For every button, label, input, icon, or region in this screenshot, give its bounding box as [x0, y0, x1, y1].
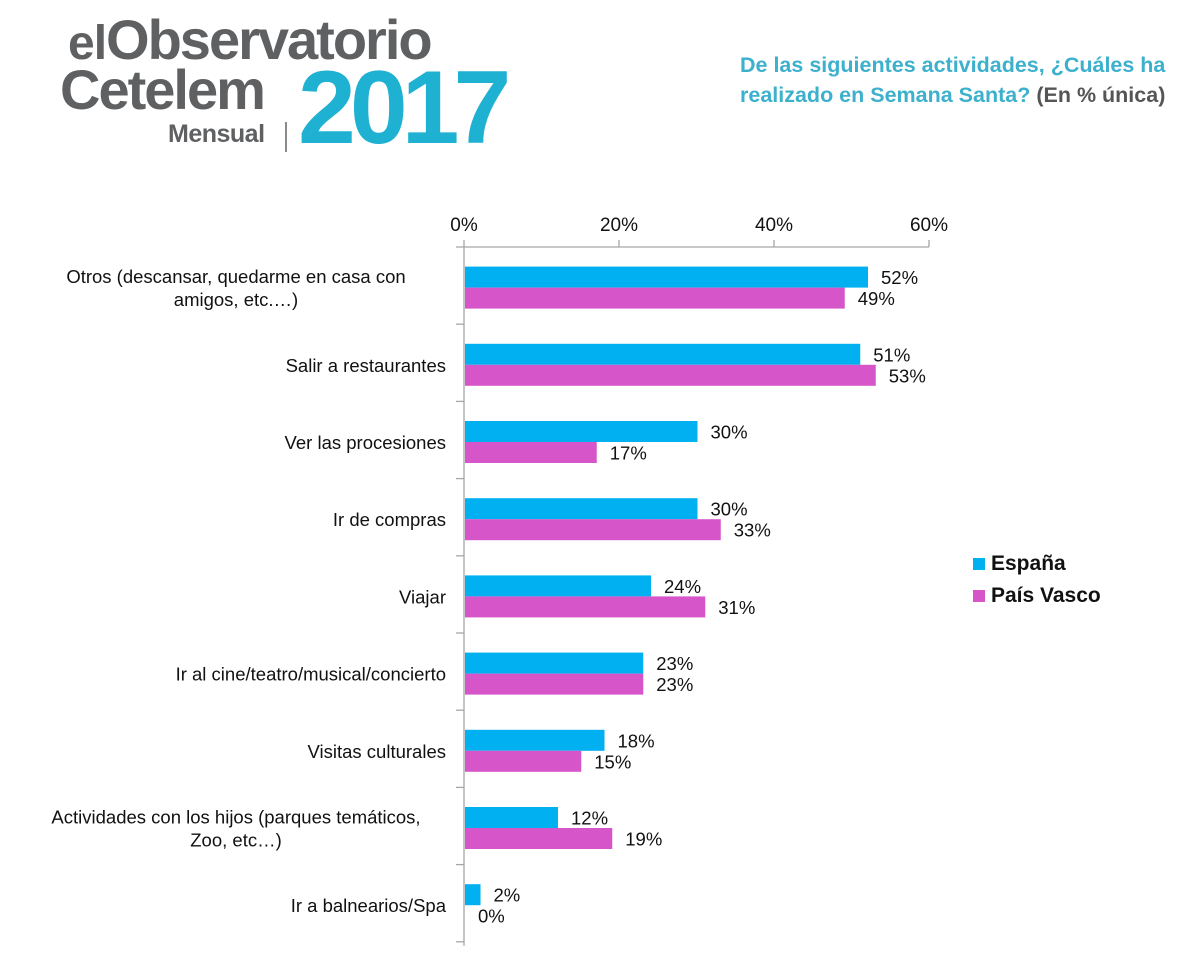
data-label-espana: 51%: [873, 344, 910, 365]
chart-title: De las siguientes actividades, ¿Cuáles h…: [740, 50, 1180, 110]
legend-item-pais-vasco: País Vasco: [973, 580, 1101, 612]
logo-cetelem: Cetelem: [60, 58, 266, 121]
bar-pais-vasco: [465, 673, 644, 695]
category-label: Otros (descansar, quedarme en casa con: [66, 266, 405, 287]
bar-pais-vasco: [465, 828, 613, 849]
legend: España País Vasco: [973, 548, 1101, 612]
data-label-espana: 52%: [881, 267, 918, 288]
data-label-pais-vasco: 49%: [858, 288, 895, 309]
x-tick-label: 0%: [450, 215, 478, 236]
data-label-pais-vasco: 15%: [594, 751, 631, 772]
category-label: Ver las procesiones: [285, 432, 446, 453]
logo-year: 2017: [298, 50, 511, 166]
logo-line-1: elObservatorio: [68, 8, 433, 74]
data-label-espana: 23%: [656, 653, 693, 674]
bar-espana: [465, 266, 868, 288]
data-label-pais-vasco: 0%: [478, 906, 505, 927]
bar-espana: [465, 884, 481, 906]
bar-espana: [465, 652, 644, 674]
bar-espana: [465, 421, 698, 442]
data-label-espana: 18%: [618, 730, 655, 751]
category-label: Actividades con los hijos (parques temát…: [51, 807, 420, 828]
category-label: Ir al cine/teatro/musical/concierto: [176, 664, 446, 685]
bar-pais-vasco: [465, 442, 597, 463]
bar-espana: [465, 729, 605, 751]
data-label-pais-vasco: 23%: [656, 674, 693, 695]
bar-espana: [465, 498, 698, 520]
data-label-espana: 12%: [571, 808, 608, 829]
cetelem-logo: elObservatorio Cetelem 2017 Mensual: [60, 8, 520, 166]
question-unit: (En % única): [1036, 83, 1166, 107]
x-tick-label: 60%: [910, 215, 948, 236]
x-tick-label: 20%: [600, 215, 638, 236]
logo-mensual: Mensual: [168, 120, 265, 148]
legend-swatch-espana: [973, 558, 985, 570]
data-label-pais-vasco: 31%: [718, 597, 755, 618]
category-label: Salir a restaurantes: [286, 355, 446, 376]
bar-pais-vasco: [465, 364, 876, 386]
bar-pais-vasco: [465, 287, 845, 309]
logo-observatorio: Observatorio: [106, 8, 433, 71]
data-label-espana: 24%: [664, 576, 701, 597]
category-label: Viajar: [399, 586, 446, 607]
question-text: De las siguientes actividades, ¿Cuáles h…: [740, 53, 1166, 107]
logo-separator: [285, 122, 287, 152]
bar-pais-vasco: [465, 519, 721, 541]
logo-prefix: el: [68, 17, 107, 70]
category-label: Ir de compras: [333, 509, 446, 530]
data-label-pais-vasco: 19%: [625, 829, 662, 850]
data-label-pais-vasco: 33%: [734, 520, 771, 541]
data-label-pais-vasco: 17%: [610, 443, 647, 464]
legend-item-espana: España: [973, 548, 1101, 580]
bar-espana: [465, 343, 861, 365]
data-label-espana: 2%: [494, 885, 521, 906]
bar-espana: [465, 807, 558, 828]
bar-pais-vasco: [465, 596, 706, 618]
category-label: Ir a balnearios/Spa: [291, 895, 447, 916]
category-label: amigos, etc.…): [174, 289, 298, 310]
data-label-espana: 30%: [711, 422, 748, 443]
category-label: Zoo, etc…): [190, 830, 282, 851]
legend-label-pais-vasco: País Vasco: [991, 584, 1101, 607]
data-label-pais-vasco: 53%: [889, 365, 926, 386]
bar-pais-vasco: [465, 750, 582, 772]
bar-espana: [465, 575, 651, 597]
category-label: Visitas culturales: [308, 741, 446, 762]
legend-label-espana: España: [991, 552, 1066, 575]
x-tick-label: 40%: [755, 215, 793, 236]
legend-swatch-pais-vasco: [973, 590, 985, 602]
data-label-espana: 30%: [711, 499, 748, 520]
